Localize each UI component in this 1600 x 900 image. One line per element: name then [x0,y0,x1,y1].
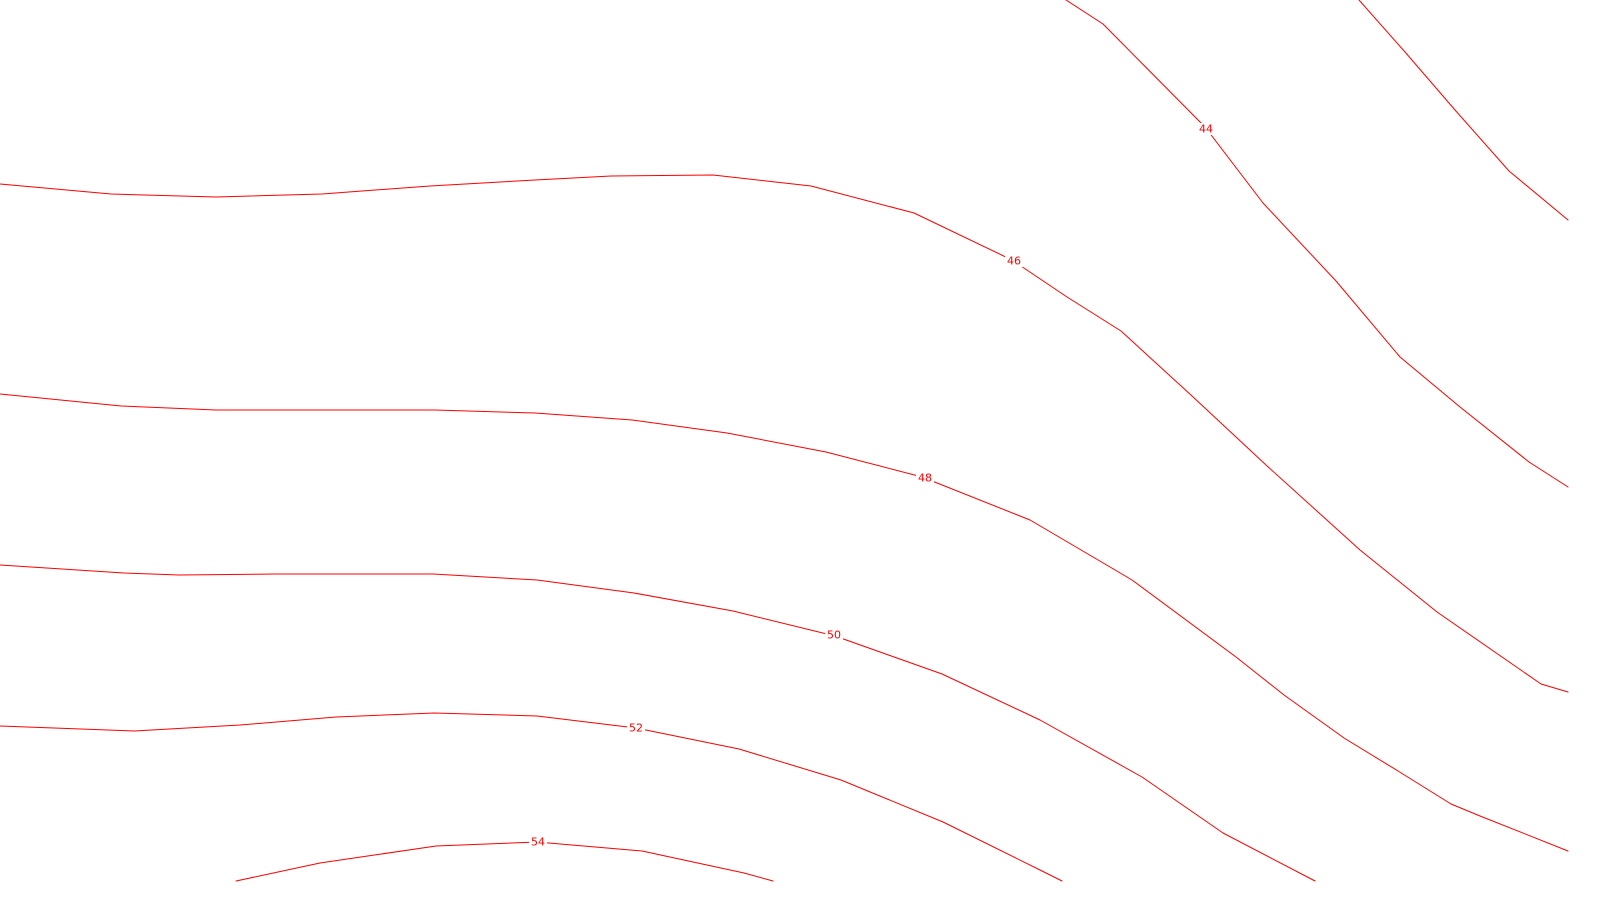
contour-line-46 [0,174,1569,693]
contour-label-background [916,472,934,484]
contour-label-background [825,629,843,641]
contour-label-50: 50 [827,629,841,642]
contour-label-54: 54 [531,836,545,849]
contour-line-52 [0,712,1063,882]
contour-label-48: 48 [918,472,932,485]
contour-line [1358,0,1569,221]
contour-label-background [1005,255,1023,267]
contour-label-44: 44 [1199,123,1213,136]
contour-line-48 [0,393,1569,852]
contour-label-background [1197,123,1215,135]
contour-line-44 [1065,0,1569,488]
contour-lines-layer [0,0,1569,882]
contour-label-52: 52 [629,722,643,735]
contour-labels-layer: 44 46 48 50 52 54 [529,123,1215,849]
contour-label-46: 46 [1007,255,1021,268]
contour-label-background [627,722,645,734]
contour-line-50 [0,564,1316,882]
contour-label-background [529,836,547,848]
